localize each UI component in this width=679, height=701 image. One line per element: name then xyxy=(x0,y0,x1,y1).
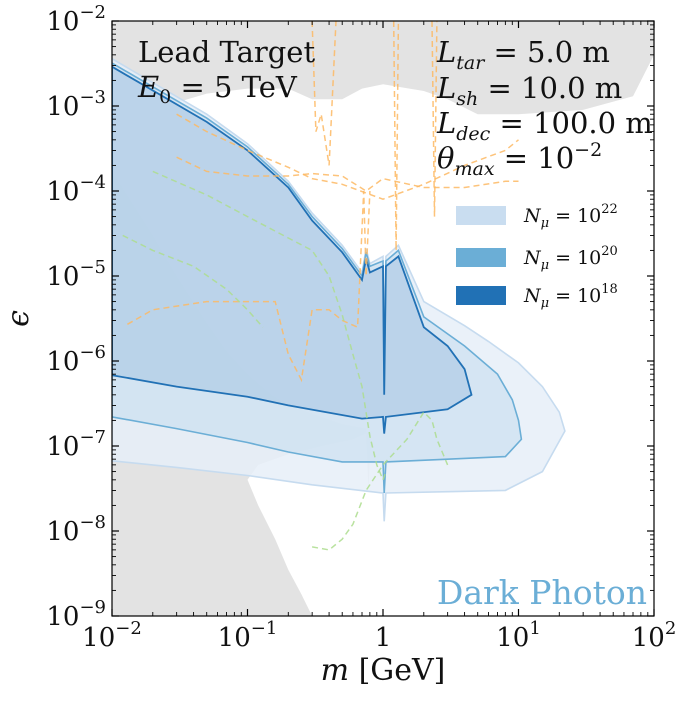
legend-swatch-0 xyxy=(456,206,506,225)
dashed-curve-0 xyxy=(176,156,519,192)
y-tick-label: 10−3 xyxy=(46,87,106,122)
plot-area xyxy=(112,21,654,616)
geometry-annotation-2: Ldec = 100.0 m xyxy=(436,106,653,145)
x-axis-label: m [GeV] xyxy=(321,653,446,688)
excluded-region-upper xyxy=(112,21,654,115)
dashed-curve-3 xyxy=(392,21,400,251)
dashed-curve-1 xyxy=(176,113,519,200)
dashed-curve-8 xyxy=(122,234,264,328)
y-tick-label: 10−7 xyxy=(46,427,106,462)
dashed-curve-6 xyxy=(152,170,387,482)
x-tick-label: 10−2 xyxy=(82,618,142,653)
dashed-constraint-curves xyxy=(122,21,519,551)
beam-energy: E0 = 5 TeV xyxy=(137,70,298,108)
target-annotation: Lead Target E0 = 5 TeV xyxy=(137,35,315,108)
y-tick-label: 10−9 xyxy=(46,597,106,632)
dashed-curve-5 xyxy=(127,190,371,383)
legend-swatch-2 xyxy=(456,286,506,305)
y-tick-label: 10−4 xyxy=(46,172,106,207)
sensitivity-regions xyxy=(112,57,566,522)
legend: Nμ = 1022 Nμ = 1020 Nμ = 1018 xyxy=(456,202,618,311)
y-tick-label: 10−5 xyxy=(46,257,106,292)
y-tick-label: 10−2 xyxy=(46,2,106,37)
model-watermark: Dark Photon xyxy=(437,573,647,612)
y-tick-label: 10−6 xyxy=(46,342,106,377)
geometry-annotation-0: Ltar = 5.0 m xyxy=(436,35,610,74)
geometry-annotation-1: Lsh = 10.0 m xyxy=(436,71,622,110)
legend-label-0: Nμ = 1022 xyxy=(523,202,618,231)
sensitivity-region-2 xyxy=(112,65,473,434)
target-name: Lead Target xyxy=(138,35,315,69)
legend-label-1: Nμ = 1020 xyxy=(523,244,618,273)
dashed-curve-2 xyxy=(311,21,337,166)
x-tick-label: 1 xyxy=(375,623,392,653)
y-tick-label: 10−8 xyxy=(46,512,106,547)
legend-swatch-1 xyxy=(456,248,506,267)
dashed-curve-7 xyxy=(311,411,449,551)
x-tick-label: 10−1 xyxy=(218,618,278,653)
geometry-annotation-3: θmax = 10−2 xyxy=(437,139,602,180)
y-axis-label: ϵ xyxy=(1,310,36,327)
legend-label-2: Nμ = 1018 xyxy=(523,282,618,311)
x-tick-label: 101 xyxy=(496,618,541,653)
axis-ticks: 10−2 10−1 1 101 102 10−9 10−8 10−7 10−6 10−5 10−4 1… xyxy=(46,2,676,653)
dashed-curve-4 xyxy=(431,21,438,217)
x-tick-label: 102 xyxy=(632,618,677,653)
